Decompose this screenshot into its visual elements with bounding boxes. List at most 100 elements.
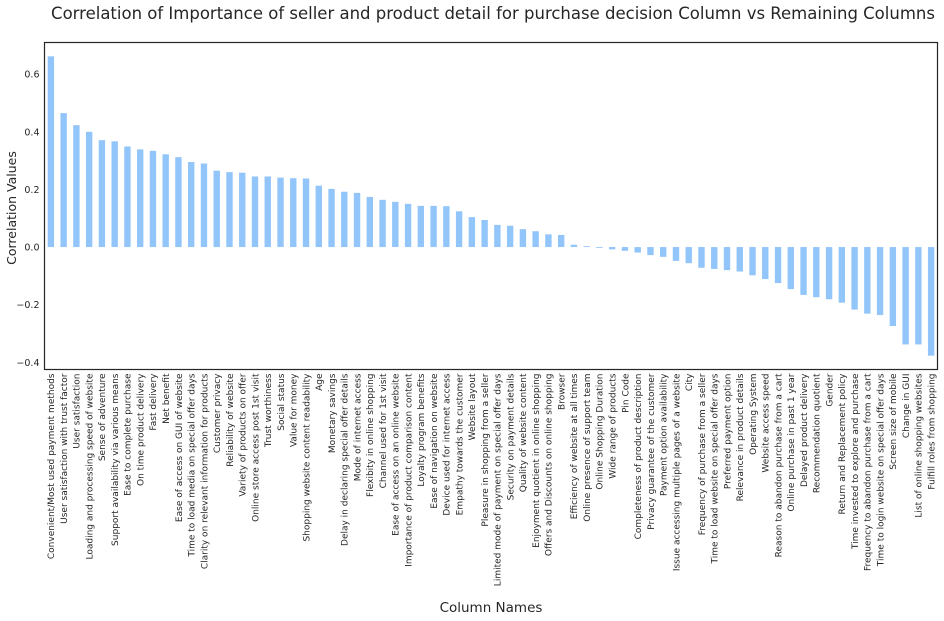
x-tick-label: Pleasure in shopping from a seller	[481, 373, 491, 526]
x-tick-label: Ease of access on an online website	[392, 373, 402, 536]
x-tick-label: Sense of adventure	[98, 373, 108, 461]
bar	[430, 205, 437, 248]
bar	[494, 224, 501, 248]
bar	[609, 247, 616, 250]
bar	[736, 247, 743, 272]
bar	[175, 157, 182, 248]
bar	[570, 244, 578, 248]
bar	[519, 229, 527, 248]
x-tick-label: Time invested to explore and purchase	[851, 373, 861, 550]
x-tick-label: Value for money	[290, 373, 300, 447]
x-tick-label: Reliability of website	[226, 373, 236, 467]
y-tick-label: 0.6	[24, 70, 39, 81]
plot-frame	[43, 41, 939, 371]
bar	[825, 247, 833, 300]
x-tick-label: Wide range of products	[608, 373, 618, 478]
x-axis-label: Column Names	[440, 600, 543, 616]
x-tick-label: Privacy guarantee of the customer	[647, 373, 657, 530]
x-tick-label: Social status	[277, 373, 287, 431]
y-axis-label: Correlation Values	[4, 151, 19, 265]
x-tick-label: Online presence of support team	[583, 374, 593, 522]
bar	[557, 234, 565, 248]
bar	[264, 176, 271, 248]
bar	[481, 219, 488, 248]
bar	[302, 178, 310, 248]
bar	[698, 247, 705, 268]
bar	[366, 196, 373, 248]
bar	[73, 125, 80, 248]
chart-title: Correlation of Importance of seller and …	[51, 4, 935, 23]
bar	[200, 163, 208, 248]
x-tick-label: Website layout	[468, 373, 478, 440]
bar	[915, 247, 922, 345]
x-tick-label: Flexibity in online shopping	[366, 374, 376, 497]
bar	[226, 172, 233, 248]
y-tick-label: 0.2	[24, 185, 39, 196]
bar	[902, 247, 909, 345]
x-tick-label: Age	[315, 373, 325, 391]
bar	[838, 247, 846, 303]
bar	[417, 205, 425, 248]
bar	[392, 201, 399, 248]
x-tick-label: Shopping website content readability	[302, 373, 312, 542]
x-tick-label: Clarity on relevant information for prod…	[200, 373, 210, 569]
bar	[315, 185, 322, 248]
bar	[685, 247, 692, 264]
bar	[277, 177, 284, 248]
bar	[60, 113, 67, 248]
bar	[723, 247, 731, 271]
x-tick-label: Completeness of product description	[634, 374, 644, 540]
bar	[596, 247, 603, 248]
x-tick-label: Online Shopping Duration	[596, 374, 606, 490]
bar	[149, 150, 157, 248]
x-tick-label: Limited mode of payment on special offer…	[494, 373, 504, 586]
x-tick-label: Delay in declaring special offer details	[341, 373, 351, 546]
x-tick-label: Time to load website on special offer da…	[711, 373, 721, 564]
bar	[443, 206, 450, 248]
x-tick-label: Frequency to abandon purchase from a car…	[864, 373, 874, 571]
x-tick-label: Online store access post 1st visit	[251, 373, 261, 522]
y-tick-labels: 0.6 0.4 0.2 0.0 −0.2 −0.4	[16, 70, 39, 369]
x-tick-label: Ease of access on GUI of website	[175, 373, 185, 522]
y-tick-label: −0.2	[16, 300, 39, 311]
bar	[876, 247, 884, 316]
x-tick-label: Relevance in product details	[736, 373, 746, 501]
bar	[251, 176, 259, 248]
bar	[813, 247, 820, 298]
x-tick-label: Browser	[557, 373, 567, 410]
x-tick-label: Preferred payment option	[723, 374, 733, 490]
bar	[711, 247, 718, 269]
bar	[506, 225, 514, 248]
y-tick-label: −0.4	[16, 358, 39, 369]
bar	[290, 178, 297, 248]
y-tick-label: 0.0	[24, 243, 39, 254]
bar	[889, 247, 897, 326]
bar	[800, 247, 807, 295]
x-tick-label: Variety of products on offer	[239, 373, 249, 496]
x-tick-label: Security on payment details	[506, 373, 516, 500]
bar	[47, 56, 55, 248]
bar	[762, 247, 769, 280]
x-tick-label: Support availability via various means	[111, 373, 121, 546]
x-tick-label: Enjoyment quotient in online shopping	[532, 374, 542, 548]
bar	[851, 247, 858, 310]
x-tick-label: Device used for internet access	[443, 373, 453, 515]
x-tick-label: Convenient/Most used payment methods	[47, 373, 57, 559]
x-tick-label: Ease of navigation on website	[430, 373, 440, 509]
x-tick-label: Return and Replacement policy	[838, 373, 848, 515]
bar	[621, 247, 629, 251]
bar	[162, 154, 169, 248]
bar	[774, 247, 782, 284]
x-tick-label: Screen size of mobile	[889, 373, 899, 470]
x-tick-label: Reason to abandon purchase from a cart	[774, 373, 784, 557]
x-tick-label: Delayed product delivery	[800, 373, 810, 487]
x-tick-label: Loading and processing speed of website	[85, 373, 95, 559]
bar	[532, 231, 539, 248]
bar	[404, 203, 412, 248]
bar	[749, 247, 756, 276]
x-tick-label: Customer privacy	[213, 373, 223, 453]
bar	[787, 247, 794, 290]
bar	[124, 146, 131, 248]
x-tick-label: Empathy towards the customer	[455, 373, 465, 515]
x-tick-label: Importance of product comparison content	[404, 373, 414, 567]
